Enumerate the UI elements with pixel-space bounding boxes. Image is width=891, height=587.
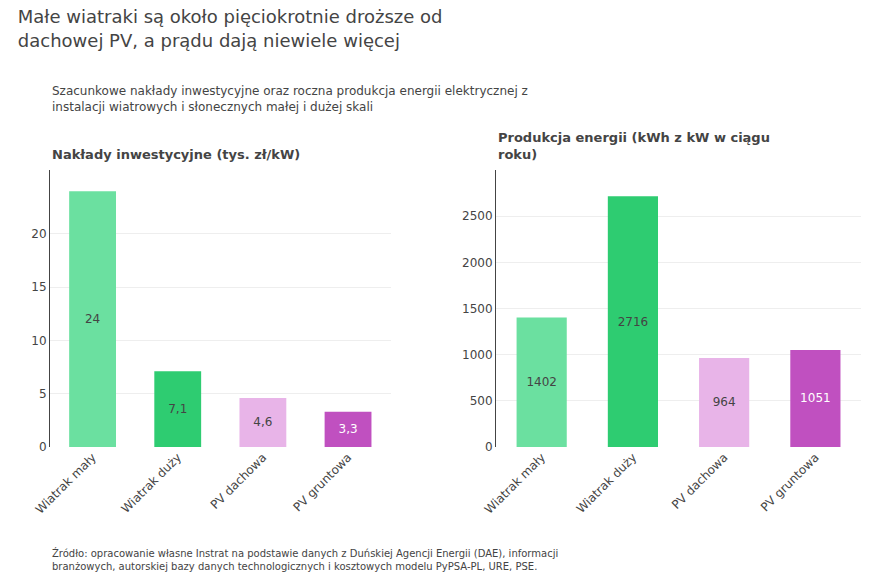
svg-text:1500: 1500 — [462, 302, 493, 316]
svg-text:3,3: 3,3 — [338, 422, 357, 436]
svg-text:24: 24 — [85, 312, 100, 326]
svg-text:Wiatrak duży: Wiatrak duży — [119, 450, 185, 516]
svg-text:15: 15 — [31, 280, 46, 294]
svg-text:Wiatrak mały: Wiatrak mały — [482, 450, 548, 516]
svg-text:2716: 2716 — [618, 315, 649, 329]
svg-text:10: 10 — [31, 334, 46, 348]
svg-text:1000: 1000 — [462, 348, 493, 362]
svg-text:500: 500 — [470, 394, 493, 408]
svg-text:Źródło: opracowanie własne Ins: Źródło: opracowanie własne Instrat na po… — [52, 547, 558, 572]
svg-text:2000: 2000 — [462, 256, 493, 270]
svg-text:20: 20 — [31, 227, 46, 241]
svg-text:PV dachowa: PV dachowa — [208, 450, 269, 511]
svg-text:2500: 2500 — [462, 209, 493, 223]
svg-text:PV gruntowa: PV gruntowa — [758, 450, 822, 514]
svg-text:Wiatrak mały: Wiatrak mały — [33, 450, 99, 516]
svg-text:PV dachowa: PV dachowa — [669, 450, 730, 511]
svg-text:4,6: 4,6 — [253, 415, 272, 429]
svg-text:Wiatrak duży: Wiatrak duży — [574, 450, 640, 516]
svg-text:Nakłady inwestycyjne (tys. zł/: Nakłady inwestycyjne (tys. zł/kW) — [52, 147, 300, 162]
svg-text:5: 5 — [39, 387, 47, 401]
svg-text:1051: 1051 — [800, 391, 831, 405]
svg-text:964: 964 — [713, 395, 736, 409]
svg-text:PV gruntowa: PV gruntowa — [291, 450, 355, 514]
svg-text:0: 0 — [39, 440, 47, 454]
svg-text:0: 0 — [485, 440, 493, 454]
svg-text:Małe wiatraki są około pięciok: Małe wiatraki są około pięciokrotnie dro… — [18, 6, 443, 50]
svg-text:Szacunkowe nakłady inwestycyjn: Szacunkowe nakłady inwestycyjne oraz roc… — [52, 84, 528, 114]
svg-text:7,1: 7,1 — [168, 402, 187, 416]
svg-text:Produkcja energii (kWh z kW w: Produkcja energii (kWh z kW w ciąguroku) — [498, 130, 770, 162]
svg-text:1402: 1402 — [526, 375, 557, 389]
